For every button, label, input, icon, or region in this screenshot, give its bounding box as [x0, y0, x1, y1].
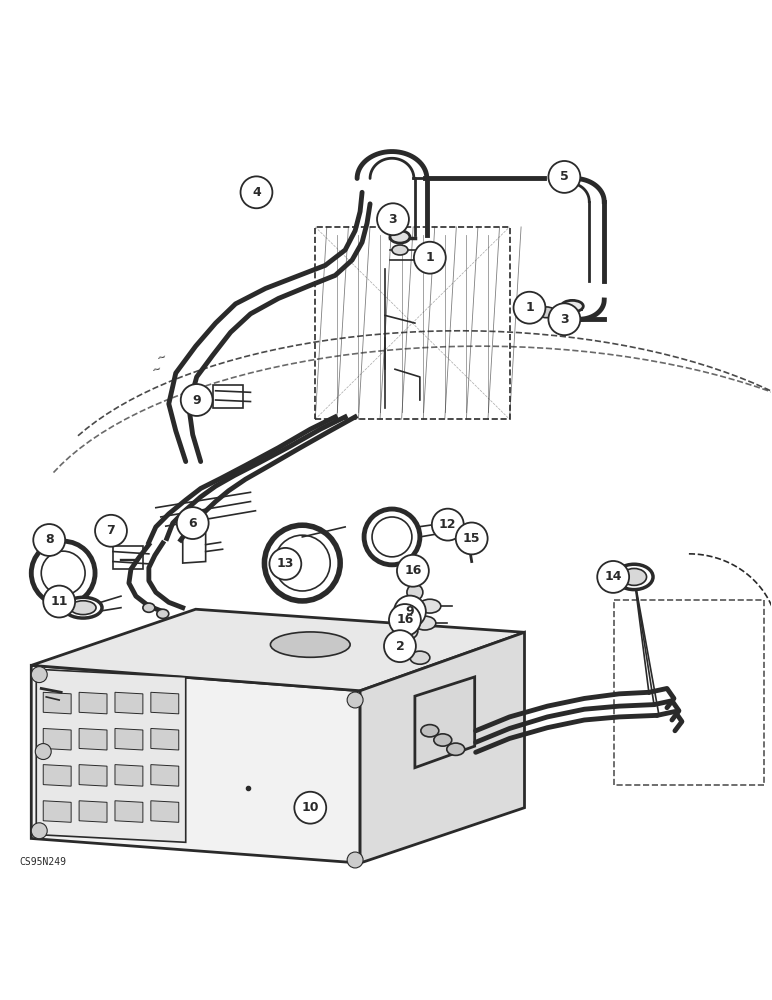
Bar [113, 546, 143, 569]
Polygon shape [151, 801, 179, 822]
Polygon shape [43, 692, 71, 714]
Polygon shape [415, 677, 475, 768]
Text: CS95N249: CS95N249 [19, 857, 66, 867]
Polygon shape [79, 692, 107, 714]
Text: 3: 3 [388, 213, 398, 226]
Circle shape [269, 548, 301, 580]
Circle shape [36, 744, 51, 760]
Text: $\sim$: $\sim$ [154, 351, 168, 364]
Ellipse shape [143, 603, 155, 612]
Ellipse shape [64, 597, 102, 618]
Circle shape [33, 524, 65, 556]
Polygon shape [360, 632, 524, 863]
Ellipse shape [390, 231, 410, 243]
Text: 9: 9 [192, 394, 201, 407]
Polygon shape [36, 669, 186, 842]
Circle shape [389, 604, 421, 636]
Ellipse shape [447, 743, 465, 755]
Text: 8: 8 [45, 533, 53, 546]
Circle shape [177, 507, 208, 539]
Ellipse shape [270, 632, 350, 657]
Ellipse shape [621, 568, 647, 585]
Polygon shape [151, 765, 179, 786]
Ellipse shape [537, 307, 555, 318]
Text: 9: 9 [405, 605, 415, 618]
Circle shape [598, 561, 629, 593]
Polygon shape [79, 728, 107, 750]
Circle shape [513, 292, 546, 324]
Circle shape [95, 515, 127, 547]
Circle shape [32, 667, 47, 683]
Circle shape [32, 823, 47, 839]
Ellipse shape [561, 300, 584, 312]
Ellipse shape [410, 651, 430, 664]
Polygon shape [115, 692, 143, 714]
Circle shape [455, 523, 488, 554]
Circle shape [394, 596, 426, 627]
Circle shape [294, 792, 327, 824]
Text: $\sim$: $\sim$ [148, 363, 163, 376]
Text: 11: 11 [50, 595, 68, 608]
Text: 13: 13 [276, 557, 294, 570]
Text: 16: 16 [405, 564, 422, 577]
Bar [212, 385, 242, 408]
Polygon shape [115, 765, 143, 786]
Polygon shape [79, 765, 107, 786]
Circle shape [347, 692, 363, 708]
Polygon shape [32, 665, 360, 863]
Text: 1: 1 [425, 251, 434, 264]
Circle shape [402, 623, 418, 639]
Text: 12: 12 [439, 518, 456, 531]
Circle shape [384, 630, 416, 662]
Ellipse shape [392, 245, 408, 255]
Text: 7: 7 [107, 524, 115, 537]
Polygon shape [115, 801, 143, 822]
Text: 1: 1 [525, 301, 534, 314]
Ellipse shape [434, 734, 452, 746]
Circle shape [397, 555, 428, 587]
Text: 10: 10 [302, 801, 319, 814]
Text: 6: 6 [188, 517, 197, 530]
Text: 3: 3 [560, 313, 569, 326]
Circle shape [407, 584, 423, 600]
Circle shape [548, 303, 581, 335]
Circle shape [43, 586, 75, 617]
Polygon shape [43, 728, 71, 750]
Polygon shape [115, 728, 143, 750]
Polygon shape [79, 801, 107, 822]
Circle shape [347, 852, 363, 868]
Text: 14: 14 [604, 570, 622, 583]
Polygon shape [151, 728, 179, 750]
Text: 15: 15 [463, 532, 480, 545]
Circle shape [241, 176, 273, 208]
Text: 16: 16 [396, 613, 414, 626]
Ellipse shape [70, 601, 96, 615]
Polygon shape [43, 801, 71, 822]
Polygon shape [151, 692, 179, 714]
Ellipse shape [157, 609, 169, 618]
Bar [315, 227, 510, 419]
Ellipse shape [615, 564, 653, 590]
Ellipse shape [419, 599, 441, 613]
Circle shape [414, 242, 445, 274]
Circle shape [181, 384, 212, 416]
Text: 5: 5 [560, 170, 569, 183]
Polygon shape [32, 609, 524, 691]
Polygon shape [43, 765, 71, 786]
Ellipse shape [414, 616, 436, 630]
Circle shape [432, 509, 464, 541]
Text: 4: 4 [252, 186, 261, 199]
Text: 2: 2 [395, 640, 405, 653]
Ellipse shape [421, 725, 438, 737]
Circle shape [377, 203, 409, 235]
Circle shape [548, 161, 581, 193]
